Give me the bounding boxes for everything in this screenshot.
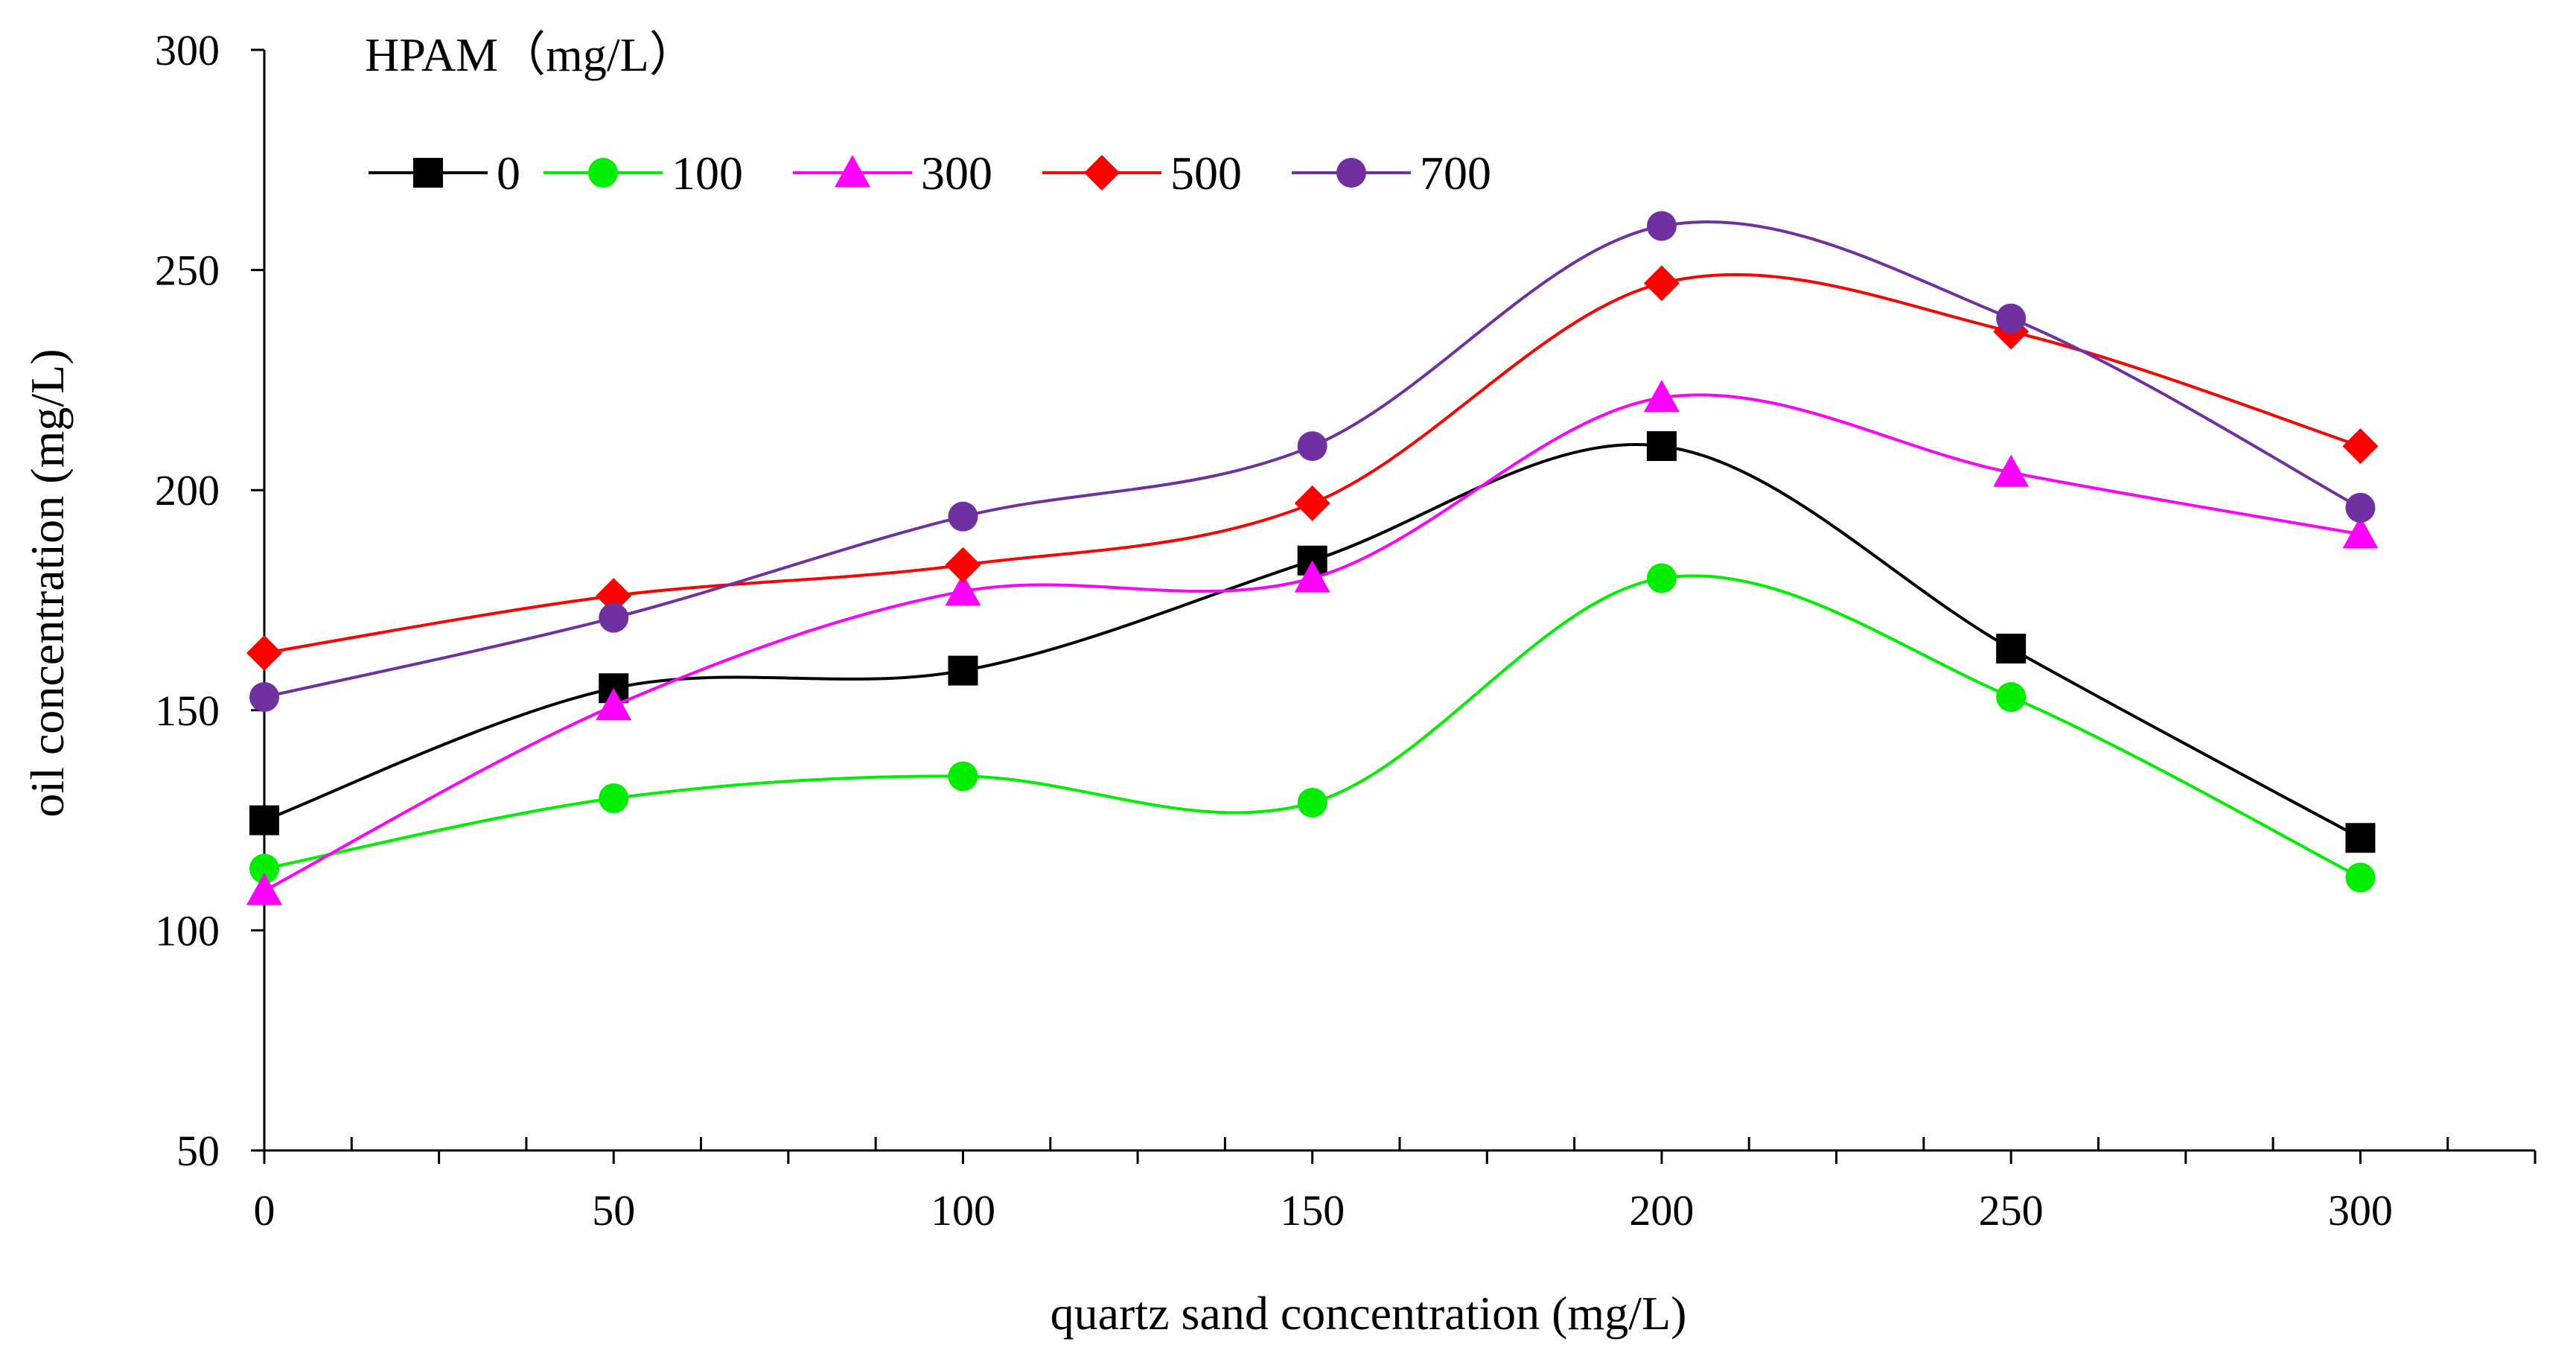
x-tick-label: 300 [2328, 1186, 2393, 1235]
legend-item-700: 700 [1292, 147, 1491, 200]
x-tick-label: 0 [254, 1186, 275, 1235]
legend-label: 0 [497, 147, 520, 200]
data-point-300-0 [246, 873, 282, 905]
data-point-300-100 [945, 573, 981, 606]
data-point-700-300 [2345, 492, 2376, 523]
legend-swatch-marker [588, 158, 618, 188]
x-tick-label: 100 [931, 1186, 995, 1235]
data-point-500-200 [1643, 265, 1680, 302]
y-tick-label: 250 [155, 246, 220, 295]
legend-label: 700 [1420, 147, 1491, 200]
series-line-500 [264, 273, 2362, 655]
data-point-700-200 [1646, 211, 1677, 241]
data-point-0-0 [249, 805, 279, 835]
y-tick-label: 100 [155, 906, 220, 955]
y-tick-label: 150 [155, 687, 220, 735]
legend-swatch-marker [1336, 158, 1366, 188]
data-point-300-200 [1643, 380, 1680, 413]
x-tick-label: 150 [1280, 1186, 1345, 1235]
data-point-700-0 [249, 682, 279, 713]
data-point-700-250 [1996, 303, 2027, 334]
series-layer [246, 211, 2379, 905]
legend-label: 500 [1170, 147, 1242, 200]
series-300 [246, 380, 2379, 905]
legend-swatch-marker [835, 155, 870, 188]
data-point-500-150 [1294, 485, 1330, 521]
data-point-500-100 [945, 547, 981, 583]
data-point-300-150 [1294, 560, 1330, 593]
data-point-100-250 [1996, 682, 2027, 713]
x-axis-title: quartz sand concentration (mg/L) [1051, 1287, 1687, 1340]
data-point-700-50 [599, 602, 629, 633]
data-point-300-250 [1993, 454, 2030, 487]
y-tick-label: 200 [155, 466, 220, 515]
series-500 [246, 265, 2379, 671]
legend-swatch-marker [413, 158, 443, 188]
data-point-700-150 [1297, 431, 1327, 462]
x-tick-label: 250 [1979, 1186, 2044, 1235]
data-point-100-100 [948, 761, 978, 792]
data-point-500-0 [246, 634, 282, 671]
data-point-500-50 [596, 578, 632, 614]
data-point-300-300 [2342, 516, 2379, 549]
data-point-0-250 [1996, 634, 2027, 664]
legend-label: 100 [672, 147, 743, 200]
legend-title: HPAM（mg/L） [365, 28, 697, 81]
series-line-100 [264, 574, 2362, 879]
y-tick-label: 300 [155, 26, 220, 74]
x-tick-label: 200 [1629, 1186, 1694, 1235]
y-axis-title: oil concentration (mg/L) [21, 348, 74, 817]
data-point-0-200 [1646, 431, 1677, 462]
legend-item-500: 500 [1042, 147, 1242, 200]
y-tick-label: 50 [176, 1127, 220, 1175]
legend-item-300: 300 [793, 147, 992, 200]
legend: HPAM（mg/L） 0 100 300 500 700 [365, 28, 1491, 200]
axes: 50 100 150 200 250 300 0 50 100 150 200 250 300 [155, 26, 2537, 1235]
data-point-500-300 [2342, 428, 2379, 465]
data-point-300-50 [596, 687, 632, 721]
data-point-100-200 [1646, 563, 1677, 593]
data-point-0-300 [2345, 823, 2376, 853]
legend-item-0: 0 [369, 147, 520, 200]
legend-label: 300 [921, 147, 992, 200]
series-100 [249, 563, 2376, 893]
legend-item-100: 100 [543, 147, 743, 200]
data-point-0-100 [948, 655, 978, 686]
data-point-700-100 [948, 501, 978, 532]
x-tick-label: 50 [592, 1186, 635, 1235]
series-700 [249, 211, 2376, 713]
data-point-100-50 [599, 783, 629, 814]
data-point-100-0 [249, 853, 279, 884]
data-point-100-150 [1297, 787, 1327, 818]
data-point-100-300 [2345, 862, 2376, 893]
legend-swatch-marker [1084, 155, 1120, 191]
